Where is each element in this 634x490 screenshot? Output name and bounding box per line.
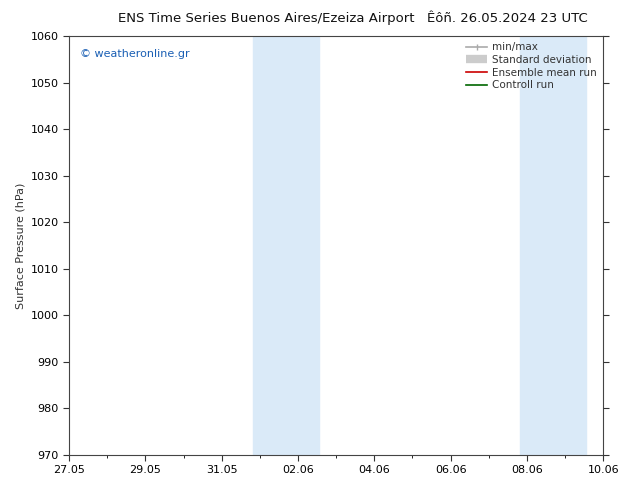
Bar xyxy=(253,36,320,455)
Text: Êôñ. 26.05.2024 23 UTC: Êôñ. 26.05.2024 23 UTC xyxy=(427,12,588,25)
Text: ENS Time Series Buenos Aires/Ezeiza Airport: ENS Time Series Buenos Aires/Ezeiza Airp… xyxy=(118,12,415,25)
Legend: min/max, Standard deviation, Ensemble mean run, Controll run: min/max, Standard deviation, Ensemble me… xyxy=(463,39,600,93)
Text: © weatheronline.gr: © weatheronline.gr xyxy=(80,49,190,59)
Bar xyxy=(520,36,586,455)
Y-axis label: Surface Pressure (hPa): Surface Pressure (hPa) xyxy=(15,182,25,309)
